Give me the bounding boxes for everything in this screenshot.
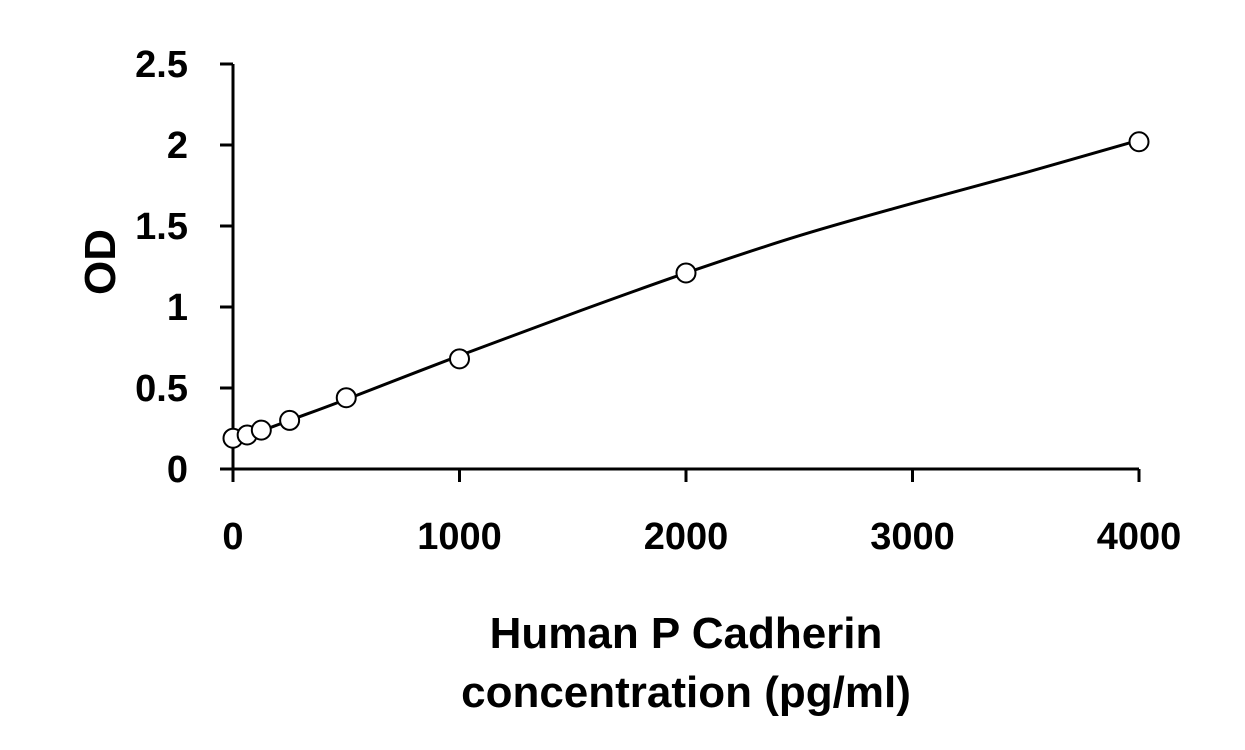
fit-curve-line [232, 138, 1140, 443]
y-tick-label: 2.5 [135, 44, 188, 86]
plot-area: 0 0.5 1 1.5 2 2.5 0 1000 2000 3000 4000 [135, 44, 1181, 558]
x-tick-label: 1000 [417, 516, 502, 558]
x-axis-label-line-1: Human P Cadherin [490, 609, 883, 658]
x-tick-label: 0 [222, 516, 243, 558]
data-point [1128, 131, 1150, 153]
y-tick-label: 2 [167, 125, 188, 167]
x-axis-label-line-2: concentration (pg/ml) [461, 668, 911, 717]
y-tick-label: 1 [167, 287, 188, 329]
data-point [449, 348, 470, 370]
y-tick-label: 1.5 [135, 206, 188, 248]
data-points [222, 131, 1150, 449]
y-axis-ticks: 0 0.5 1 1.5 2 2.5 [135, 44, 233, 491]
y-axis-label: OD [76, 229, 125, 295]
x-axis-ticks: 0 1000 2000 3000 4000 [222, 469, 1181, 558]
data-point [675, 262, 697, 284]
data-point [335, 387, 357, 409]
x-tick-label: 3000 [870, 516, 955, 558]
x-tick-label: 2000 [644, 516, 729, 558]
y-tick-label: 0.5 [135, 368, 188, 410]
y-tick-label: 0 [167, 449, 188, 491]
x-tick-label: 4000 [1097, 516, 1182, 558]
data-point [250, 419, 272, 441]
data-point [279, 409, 301, 431]
